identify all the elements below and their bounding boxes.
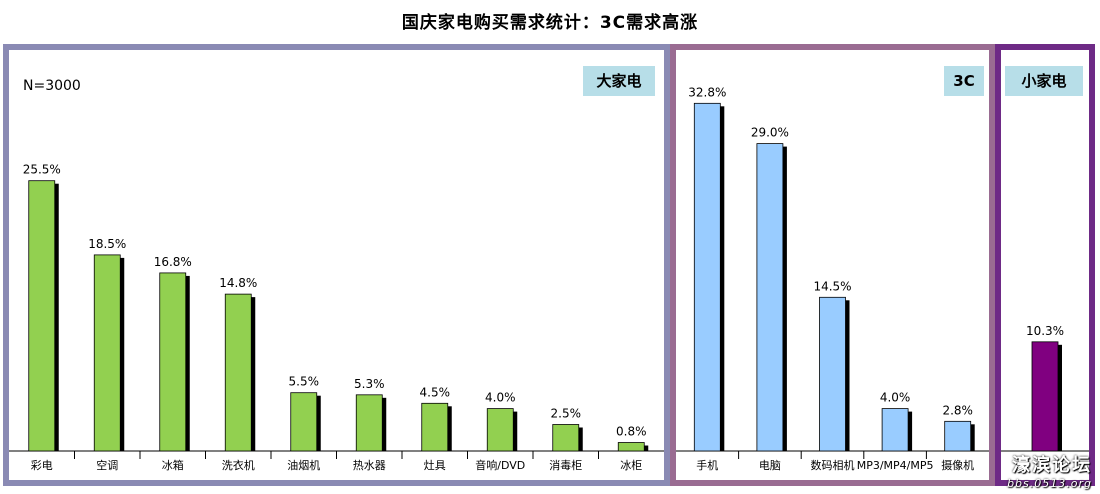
chart-large-appliances: 25.5% 彩电 18.5% 空调 16.8% 冰箱 14.8% 洗衣机 5.5% 油烟机 5.3%…	[9, 163, 664, 472]
bar	[944, 420, 972, 452]
category-label: 摄像机	[941, 458, 974, 472]
bar	[486, 408, 514, 452]
value-label: 2.8%	[942, 403, 973, 417]
value-label: 14.8%	[219, 276, 257, 290]
value-label: 5.5%	[289, 375, 320, 389]
value-label: 0.8%	[616, 425, 647, 439]
group-badge-small-appliances: 小家电	[1005, 66, 1083, 96]
category-label: 油烟机	[287, 458, 320, 472]
value-label: 32.8%	[688, 85, 726, 99]
watermark: 濠滨论坛 bbs.0513.org	[1007, 451, 1092, 490]
chart-small-appliances: 10.3%	[1001, 324, 1089, 452]
group-badge-large-appliances: 大家电	[583, 66, 655, 96]
value-label: 16.8%	[154, 255, 192, 269]
value-label: 18.5%	[88, 237, 126, 251]
category-label: 电脑	[759, 459, 781, 472]
category-label: 手机	[696, 458, 718, 472]
value-label: 14.5%	[813, 279, 851, 293]
category-label: 灶具	[424, 459, 446, 472]
bar	[93, 254, 121, 452]
group-badge-3c: 3C	[944, 66, 984, 96]
bar	[290, 392, 318, 452]
panel-small-appliances: 小家电 10.3%	[995, 44, 1095, 486]
watermark-url: bbs.0513.org	[1007, 477, 1092, 490]
bar	[159, 272, 187, 452]
panel-large-appliances: N=3000 大家电 25.5% 彩电 18.5% 空调 16.8% 冰箱 14.8% 洗衣机…	[3, 44, 670, 486]
category-label: 空调	[96, 458, 118, 472]
value-label: 5.3%	[354, 377, 385, 391]
value-label: 29.0%	[751, 126, 789, 140]
bar	[617, 442, 645, 452]
value-label: 4.5%	[420, 385, 451, 399]
bar	[552, 424, 580, 452]
category-label: 彩电	[31, 459, 53, 472]
category-label: 冰箱	[162, 458, 184, 472]
bar	[693, 102, 721, 452]
category-label: 数码相机	[811, 458, 855, 472]
sample-size-label: N=3000	[23, 78, 81, 94]
category-label: 冰柜	[620, 459, 642, 472]
bar	[28, 180, 56, 452]
bar	[421, 402, 449, 452]
bar	[1031, 341, 1059, 452]
bar	[756, 143, 784, 452]
value-label: 4.0%	[485, 391, 516, 405]
value-label: 4.0%	[880, 391, 911, 405]
bar	[881, 408, 909, 452]
bar	[224, 293, 252, 452]
category-label: 洗衣机	[222, 458, 255, 472]
chart-3c: 32.8% 手机 29.0% 电脑 14.5% 数码相机 4.0% MP3/MP4/MP5 2.…	[676, 85, 989, 472]
panel-3c: 3C 32.8% 手机 29.0% 电脑 14.5% 数码相机 4.0% MP3/MP4/MP…	[670, 44, 995, 486]
category-label: 音响/DVD	[475, 458, 525, 472]
bar	[819, 296, 846, 452]
value-label: 25.5%	[23, 163, 61, 177]
bar	[355, 394, 383, 452]
value-label: 2.5%	[551, 407, 582, 421]
category-label: MP3/MP4/MP5	[857, 459, 934, 472]
chart-title: 国庆家电购买需求统计：3C需求高涨	[401, 13, 699, 33]
watermark-text: 濠滨论坛	[1012, 455, 1092, 476]
category-label: 热水器	[353, 459, 386, 472]
value-label: 10.3%	[1026, 324, 1064, 338]
category-label: 消毒柜	[549, 458, 582, 472]
